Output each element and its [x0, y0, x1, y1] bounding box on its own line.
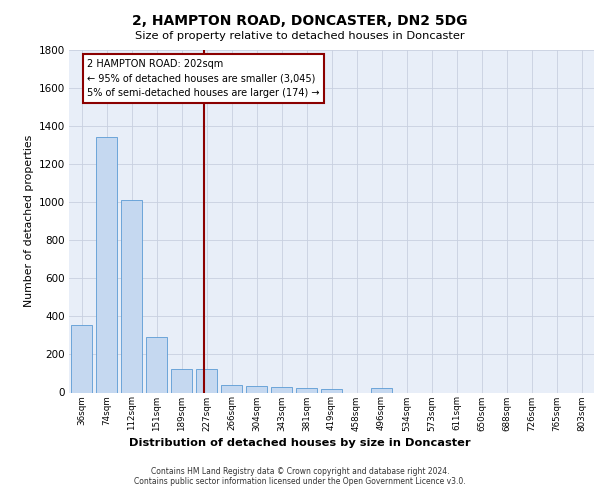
Y-axis label: Number of detached properties: Number of detached properties — [25, 135, 34, 308]
Text: Contains HM Land Registry data © Crown copyright and database right 2024.: Contains HM Land Registry data © Crown c… — [151, 467, 449, 476]
Text: Contains public sector information licensed under the Open Government Licence v3: Contains public sector information licen… — [134, 477, 466, 486]
Bar — [171, 368, 192, 392]
Bar — [321, 389, 342, 392]
Bar — [196, 368, 217, 392]
Bar — [71, 325, 92, 392]
Bar — [371, 388, 392, 392]
Bar — [146, 338, 167, 392]
Bar — [221, 384, 242, 392]
Text: Distribution of detached houses by size in Doncaster: Distribution of detached houses by size … — [129, 438, 471, 448]
Bar — [121, 200, 142, 392]
Bar — [271, 387, 292, 392]
Text: 2, HAMPTON ROAD, DONCASTER, DN2 5DG: 2, HAMPTON ROAD, DONCASTER, DN2 5DG — [132, 14, 468, 28]
Text: 2 HAMPTON ROAD: 202sqm
← 95% of detached houses are smaller (3,045)
5% of semi-d: 2 HAMPTON ROAD: 202sqm ← 95% of detached… — [87, 58, 320, 98]
Text: Size of property relative to detached houses in Doncaster: Size of property relative to detached ho… — [135, 31, 465, 41]
Bar — [246, 386, 267, 392]
Bar — [96, 136, 117, 392]
Bar — [296, 388, 317, 392]
